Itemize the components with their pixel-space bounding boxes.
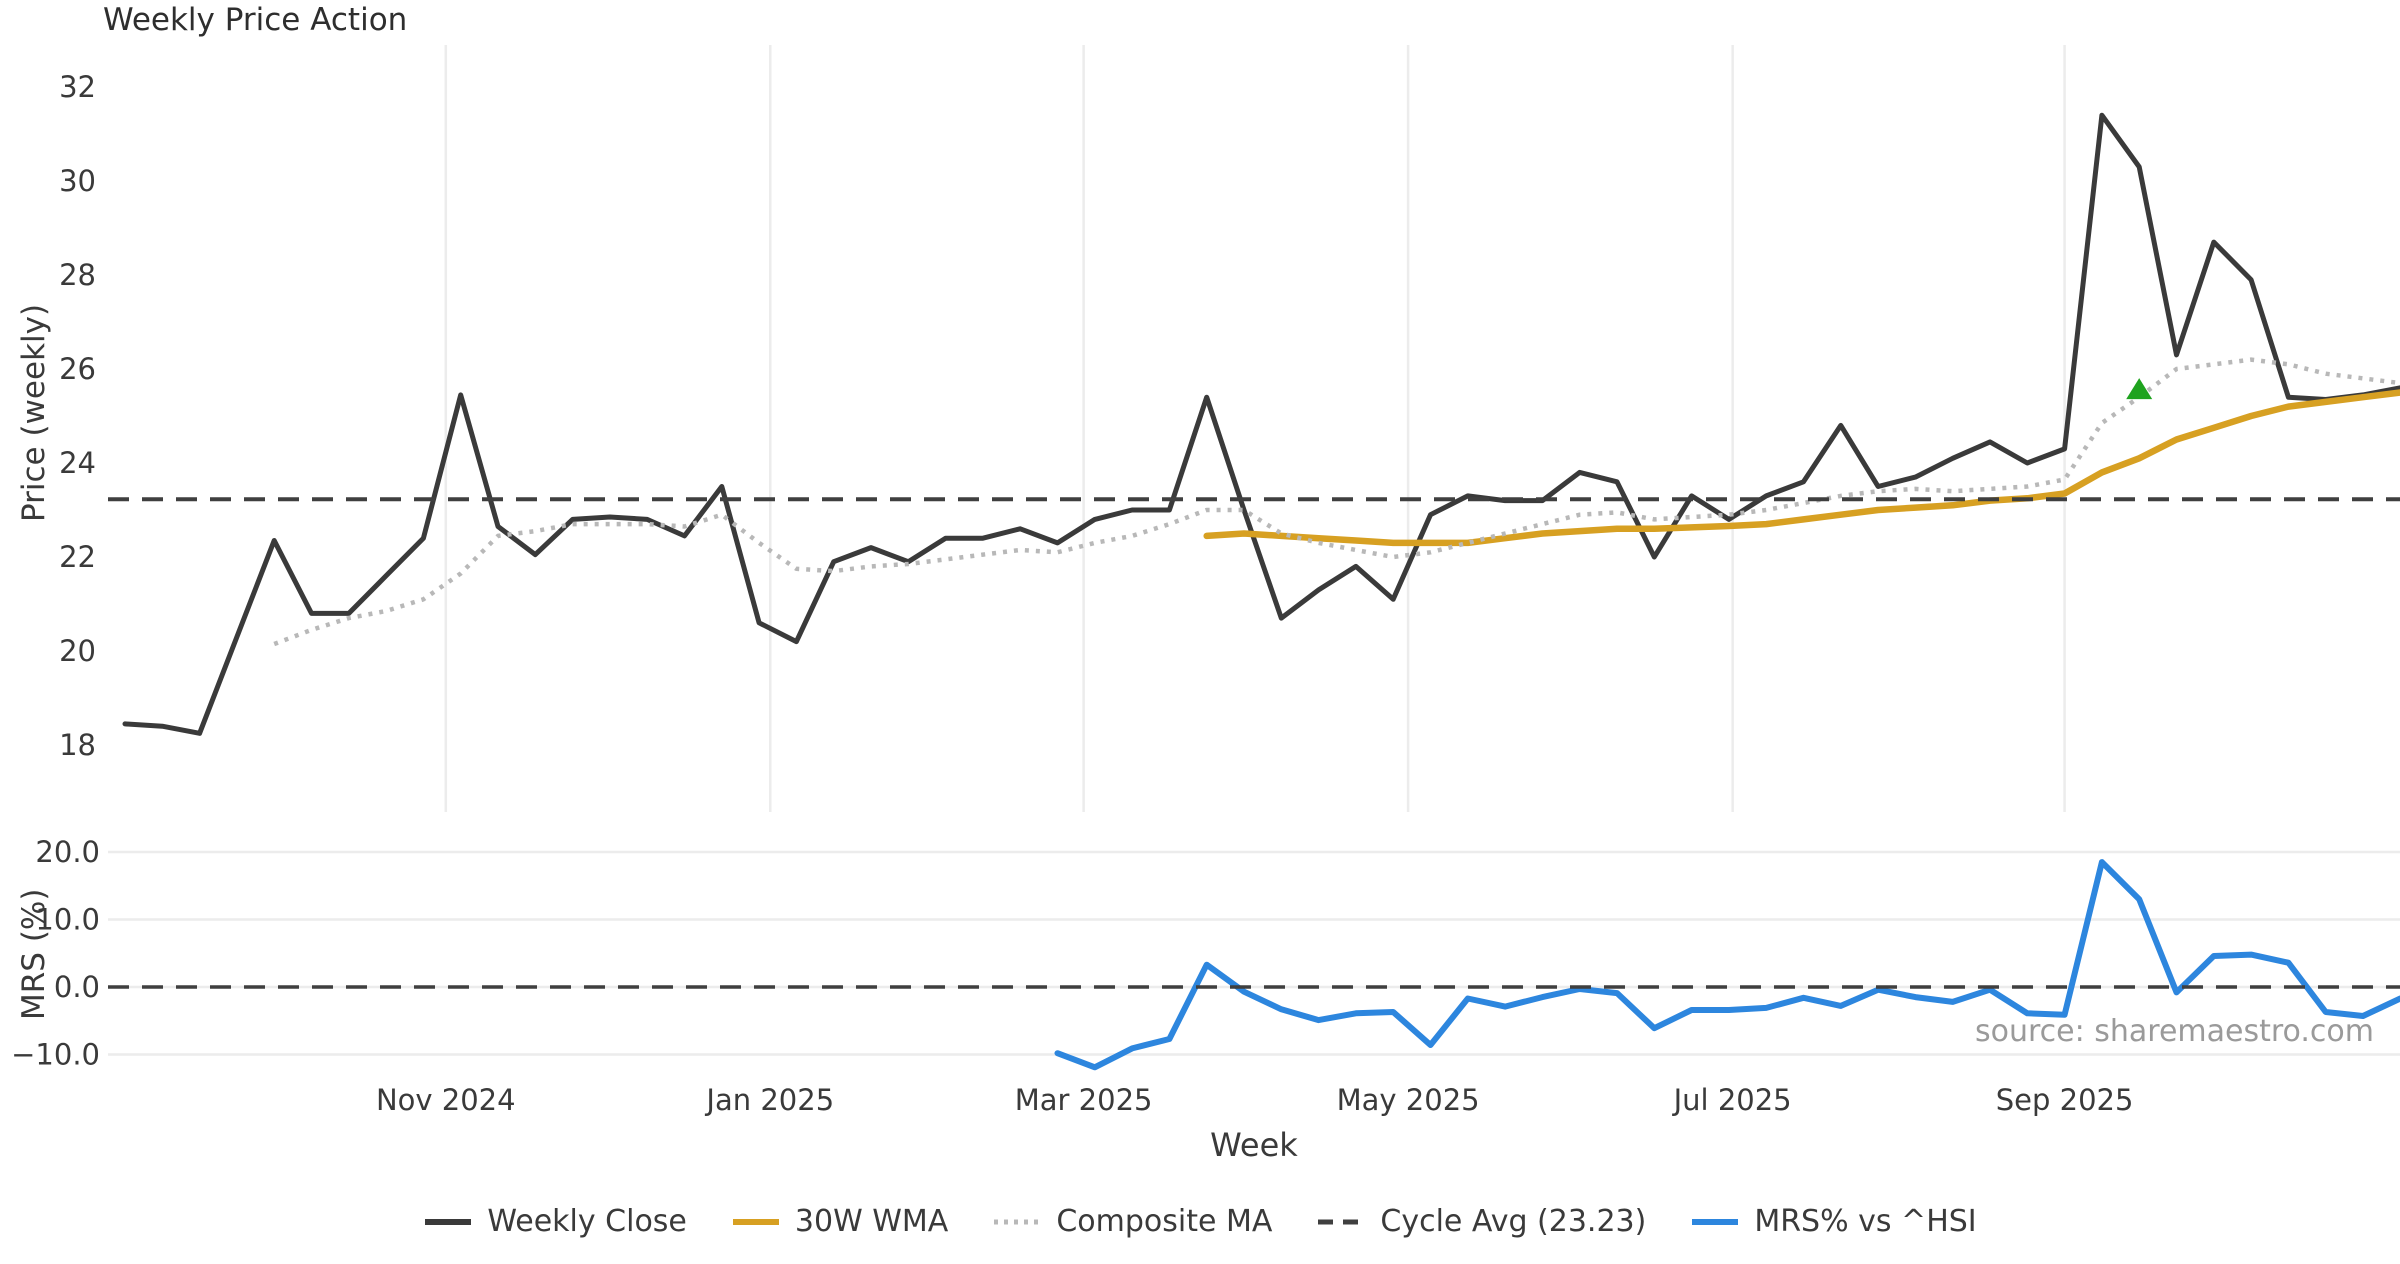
dashed-line-swatch-icon: [1316, 1217, 1366, 1227]
x-axis-label: Week: [108, 1126, 2400, 1164]
weekly-close-line: [125, 115, 2400, 733]
price-y-tick-label: 30: [59, 164, 96, 198]
x-tick-label: Mar 2025: [1015, 1083, 1153, 1117]
mrs-y-tick-label: 20.0: [35, 835, 100, 869]
source-watermark: source: sharemaestro.com: [1975, 1014, 2374, 1049]
price-y-tick-label: 22: [59, 540, 96, 574]
x-tick-label: Jul 2025: [1672, 1083, 1792, 1117]
legend-item-label: Composite MA: [1056, 1204, 1272, 1239]
legend: Weekly Close 30W WMA Composite MA Cycle Avg…: [0, 1204, 2400, 1239]
price-axis-label: Price (weekly): [16, 304, 52, 522]
x-tick-label: Jan 2025: [704, 1083, 834, 1117]
price-y-tick-label: 32: [59, 70, 96, 104]
price-y-tick-label: 28: [59, 258, 96, 292]
x-tick-label: May 2025: [1337, 1083, 1480, 1117]
legend-item-weekly-close: Weekly Close: [423, 1204, 687, 1239]
price-y-tick-label: 26: [59, 352, 96, 386]
legend-item-label: Weekly Close: [487, 1204, 687, 1239]
legend-item-label: MRS% vs ^HSI: [1754, 1204, 1976, 1239]
mrs-y-tick-label: −10.0: [11, 1038, 100, 1072]
solid-line-swatch-icon: [423, 1217, 473, 1227]
price-y-tick-label: 24: [59, 446, 96, 480]
legend-item-30w-wma: 30W WMA: [731, 1204, 948, 1239]
mrs-y-tick-label: 0.0: [54, 970, 100, 1004]
x-tick-label: Nov 2024: [376, 1083, 516, 1117]
x-tick-label: Sep 2025: [1996, 1083, 2134, 1117]
legend-item-composite-ma: Composite MA: [992, 1204, 1272, 1239]
legend-item-label: Cycle Avg (23.23): [1380, 1204, 1646, 1239]
legend-item-cycle-avg-23-23: Cycle Avg (23.23): [1316, 1204, 1646, 1239]
30w-wma-line: [1207, 393, 2400, 543]
price-y-tick-label: 18: [59, 728, 96, 762]
chart-title: Weekly Price Action: [103, 2, 407, 38]
composite-ma-line: [274, 360, 2400, 644]
legend-item-label: 30W WMA: [795, 1204, 948, 1239]
solid-line-swatch-icon: [1690, 1217, 1740, 1227]
price-y-tick-label: 20: [59, 634, 96, 668]
legend-item-mrs-vs-hsi: MRS% vs ^HSI: [1690, 1204, 1976, 1239]
dotted-line-swatch-icon: [992, 1217, 1042, 1227]
mrs-axis-label: MRS (%): [16, 889, 52, 1020]
solid-line-swatch-icon: [731, 1217, 781, 1227]
